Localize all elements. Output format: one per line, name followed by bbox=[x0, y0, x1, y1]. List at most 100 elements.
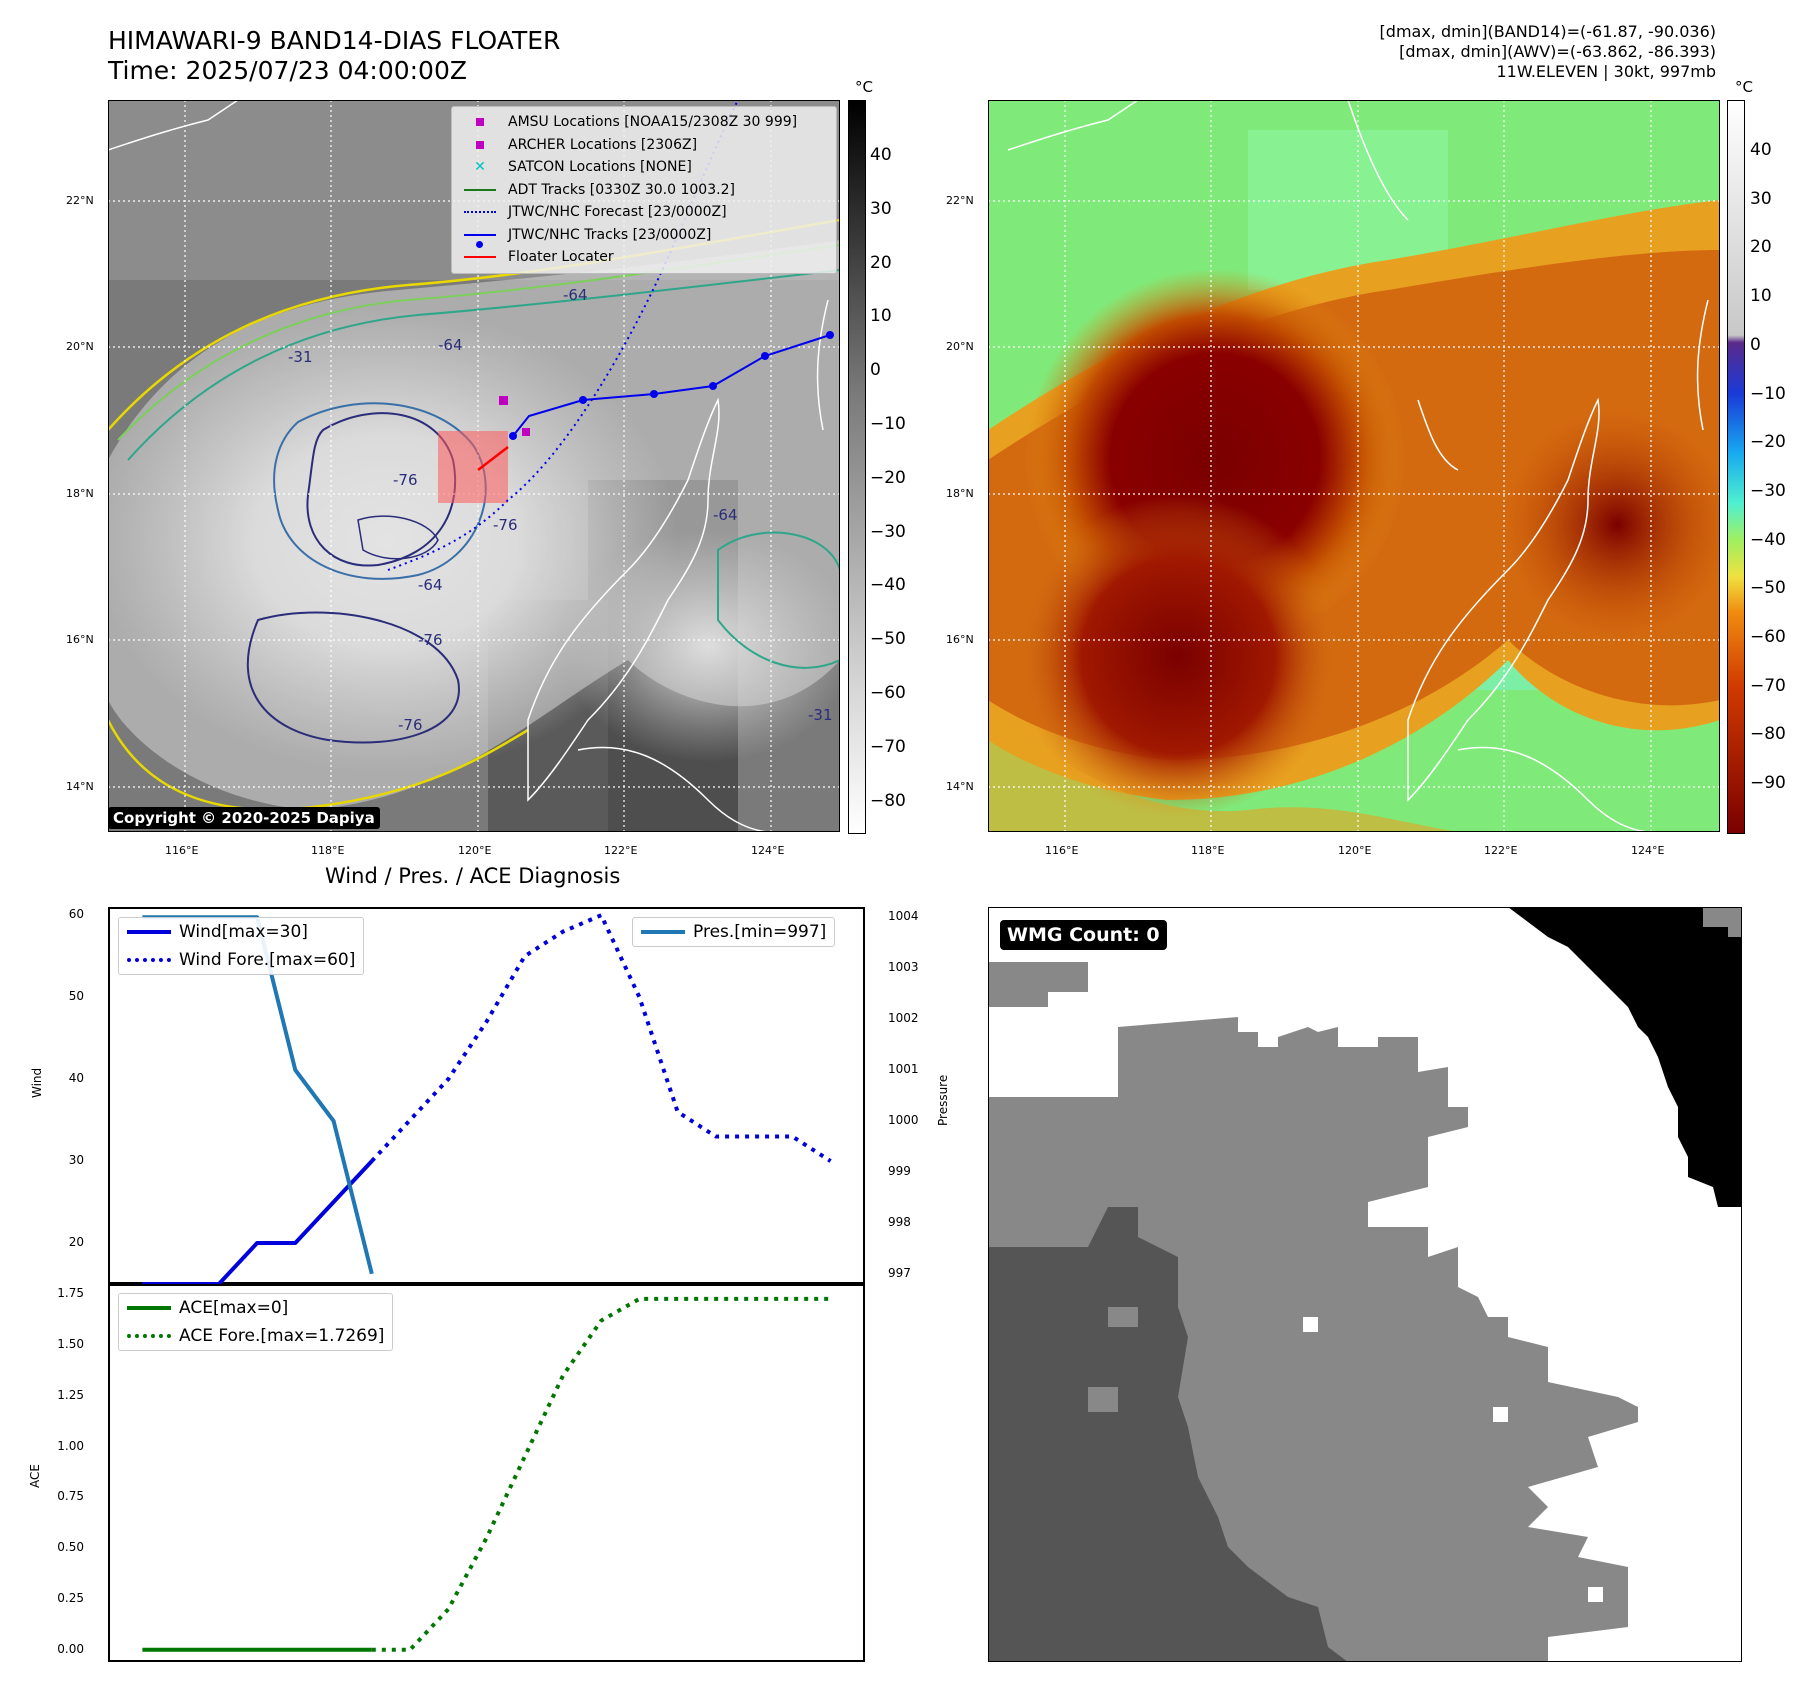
colorbar-tick-label: −60 bbox=[870, 683, 906, 703]
storm-info: 11W.ELEVEN | 30kt, 997mb bbox=[1496, 62, 1717, 81]
wind-ytick-label: 40 bbox=[68, 1071, 84, 1086]
ace-ylabel: ACE bbox=[28, 1464, 42, 1488]
ace-ytick-label: 1.50 bbox=[57, 1336, 84, 1351]
legend-archer: ARCHER Locations [2306Z] bbox=[452, 134, 836, 157]
pressure-ytick-label: 999 bbox=[888, 1163, 911, 1178]
ace-ytick-label: 0.25 bbox=[57, 1591, 84, 1605]
map-legend: AMSU Locations [NOAA15/2308Z 30 999] ARC… bbox=[451, 106, 837, 274]
colorbar-unit: °C bbox=[855, 78, 873, 96]
legend-ace: ACE[max=0] bbox=[179, 1298, 289, 1318]
track-point bbox=[509, 432, 517, 440]
legend-adt: ADT Tracks [0330Z 30.0 1003.2] bbox=[452, 179, 836, 202]
legend-wind: Wind[max=30] bbox=[179, 922, 308, 942]
wmg-count-badge: WMG Count: 0 bbox=[1000, 920, 1167, 950]
contour-label: -31 bbox=[808, 706, 833, 724]
colorbar-tick-label: 30 bbox=[1750, 188, 1772, 209]
contour-label: -31 bbox=[288, 348, 313, 366]
colorbar-tick-label: 0 bbox=[1750, 334, 1761, 355]
legend-pressure: Pres.[min=997] bbox=[693, 922, 827, 942]
track-point bbox=[761, 352, 769, 360]
line-swatch-icon bbox=[127, 1306, 171, 1310]
pressure-legend: Pres.[min=997] bbox=[632, 917, 836, 947]
pressure-ytick-label: 1000 bbox=[888, 1112, 919, 1127]
colorbar-unit: °C bbox=[1735, 78, 1753, 96]
colorbar-tick-label: −20 bbox=[870, 467, 906, 488]
colorbar-tick-label: −80 bbox=[1750, 724, 1786, 745]
pressure-ytick-label: 1003 bbox=[888, 960, 919, 975]
colorbar-tick-label: −70 bbox=[1750, 675, 1786, 696]
legend-ace-forecast: ACE Fore.[max=1.7269] bbox=[179, 1326, 385, 1346]
colorbar-tick-label: 30 bbox=[870, 198, 892, 219]
colorbar-tick-label: −50 bbox=[870, 629, 906, 650]
legend-satcon: ✕ SATCON Locations [NONE] bbox=[452, 156, 836, 179]
latitude-label: 16°N bbox=[66, 633, 94, 646]
latitude-label: 14°N bbox=[66, 780, 94, 793]
pressure-ytick-label: 1001 bbox=[888, 1062, 919, 1077]
square-marker-icon bbox=[476, 140, 484, 149]
ace-legend: ACE[max=0] ACE Fore.[max=1.7269] bbox=[118, 1293, 394, 1351]
colorbar-tick-label: 10 bbox=[1750, 286, 1772, 307]
track-point bbox=[709, 382, 717, 390]
colorbar-tick-label: 40 bbox=[870, 145, 892, 165]
diagnosis-title: Wind / Pres. / ACE Diagnosis bbox=[325, 864, 621, 888]
track-point bbox=[650, 390, 658, 398]
dotted-line-icon bbox=[127, 958, 171, 962]
contour-label: -64 bbox=[563, 286, 588, 304]
legend-tracks: JTWC/NHC Tracks [23/0000Z] bbox=[452, 224, 836, 248]
wind-ytick-label: 30 bbox=[68, 1153, 84, 1168]
title-line-1: HIMAWARI-9 BAND14-DIAS FLOATER bbox=[108, 26, 561, 55]
longitude-label: 120°E bbox=[1338, 844, 1372, 857]
track-point bbox=[579, 396, 587, 404]
latitude-label: 16°N bbox=[946, 633, 974, 646]
longitude-label: 118°E bbox=[311, 844, 345, 857]
wind-ylabel: Wind bbox=[30, 1067, 44, 1098]
contour-label: -76 bbox=[393, 471, 418, 489]
colorbar-tick-label: −40 bbox=[1750, 529, 1786, 550]
colorbar-tick-label: −60 bbox=[1750, 627, 1786, 647]
wind-ytick-label: 20 bbox=[68, 1235, 84, 1250]
legend-floater: Floater Locater bbox=[452, 246, 836, 269]
legend-amsu: AMSU Locations [NOAA15/2308Z 30 999] bbox=[452, 111, 836, 134]
line-swatch-icon bbox=[127, 930, 171, 934]
ace-ytick-label: 1.75 bbox=[57, 1286, 84, 1301]
dotted-line-icon bbox=[464, 211, 496, 214]
longitude-label: 124°E bbox=[751, 844, 785, 857]
colorbar-tick-label: 20 bbox=[870, 252, 892, 273]
colorbar-tick-label: −10 bbox=[1750, 383, 1786, 404]
latitude-label: 20°N bbox=[946, 340, 974, 353]
line-swatch-icon bbox=[641, 930, 685, 934]
contour-label: -64 bbox=[438, 336, 463, 354]
latitude-label: 18°N bbox=[946, 487, 974, 500]
latitude-label: 18°N bbox=[66, 487, 94, 500]
stats-awv: [dmax, dmin](AWV)=(-63.862, -86.393) bbox=[1399, 42, 1716, 61]
pressure-ylabel: Pressure bbox=[936, 1074, 950, 1126]
contour-label: -64 bbox=[418, 576, 443, 594]
longitude-label: 122°E bbox=[604, 844, 638, 857]
line-swatch-icon bbox=[464, 256, 496, 259]
colorbar-tick-label: −30 bbox=[1750, 480, 1786, 501]
copyright-badge: Copyright © 2020-2025 Dapiya bbox=[108, 807, 380, 829]
latitude-label: 14°N bbox=[946, 780, 974, 793]
track-point bbox=[826, 331, 834, 339]
gray-colorbar bbox=[848, 100, 866, 834]
jtwc-forecast-track bbox=[387, 100, 739, 571]
longitude-label: 116°E bbox=[1045, 844, 1079, 857]
colorbar-tick-label: −40 bbox=[870, 575, 906, 596]
wmg-panel bbox=[988, 907, 1742, 1662]
figure-title: HIMAWARI-9 BAND14-DIAS FLOATER Time: 2025… bbox=[108, 26, 560, 86]
series-line bbox=[371, 1296, 831, 1652]
colorbar-tick-label: −50 bbox=[1750, 578, 1786, 599]
colorbar-tick-label: 20 bbox=[1750, 237, 1772, 258]
amsu-location-marker bbox=[499, 396, 508, 405]
contour-label: -76 bbox=[493, 516, 518, 534]
wind-legend: Wind[max=30] Wind Fore.[max=60] bbox=[118, 917, 365, 975]
line-dot-icon bbox=[464, 233, 496, 236]
floater-box bbox=[438, 431, 508, 503]
ace-ytick-label: 0.00 bbox=[57, 1641, 84, 1656]
contour-label: -76 bbox=[418, 631, 443, 649]
wind-ytick-label: 60 bbox=[68, 907, 84, 922]
stats-band14: [dmax, dmin](BAND14)=(-61.87, -90.036) bbox=[1379, 22, 1716, 41]
pressure-ytick-label: 1002 bbox=[888, 1011, 919, 1026]
pressure-ytick-label: 997 bbox=[888, 1265, 911, 1280]
ir-color-map bbox=[988, 100, 1720, 832]
